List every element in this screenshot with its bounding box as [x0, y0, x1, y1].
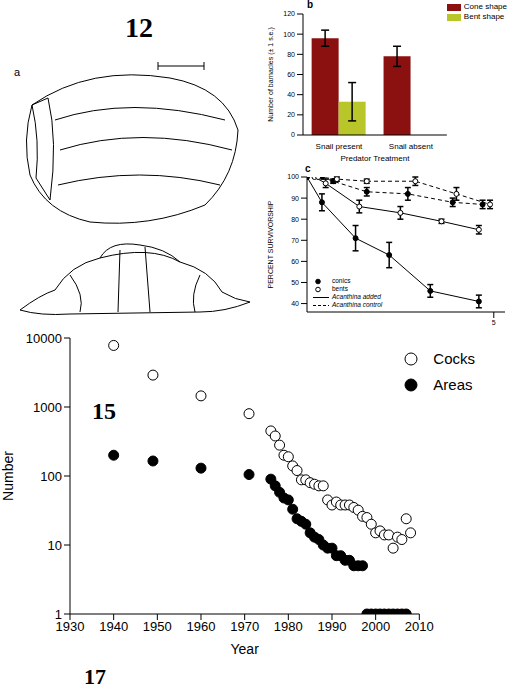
svg-text:10: 10: [48, 538, 62, 553]
svg-text:100: 100: [287, 173, 299, 180]
svg-text:80: 80: [287, 51, 295, 58]
html-text:c: c: [305, 163, 311, 174]
svg-text:1980: 1980: [274, 619, 303, 634]
svg-text:2010: 2010: [405, 619, 434, 634]
html-text:Acanthina control: Acanthina control: [332, 301, 383, 308]
svg-text:0: 0: [291, 131, 295, 138]
html-text:Bent shape: Bent shape: [463, 12, 505, 21]
svg-text:1: 1: [55, 607, 62, 622]
svg-text:Number of barnacles (± 1 s.e.): Number of barnacles (± 1 s.e.): [267, 27, 275, 122]
html-text:bents: bents: [332, 285, 348, 292]
html-text:a: a: [14, 66, 21, 78]
svg-text:80: 80: [291, 216, 299, 223]
svg-text:40: 40: [291, 300, 299, 307]
svg-text:2000: 2000: [361, 619, 390, 634]
svg-text:60: 60: [287, 71, 295, 78]
svg-text:Predator Treatment: Predator Treatment: [340, 154, 410, 163]
svg-text:1000: 1000: [33, 400, 62, 415]
html-text:15: 15: [92, 398, 116, 424]
svg-text:100: 100: [40, 469, 62, 484]
svg-text:Year: Year: [231, 641, 260, 657]
svg-text:Snail present: Snail present: [316, 142, 363, 151]
svg-text:40: 40: [287, 91, 295, 98]
svg-text:1940: 1940: [99, 619, 128, 634]
svg-text:10000: 10000: [26, 331, 62, 346]
html-text:conics: conics: [332, 277, 351, 284]
svg-text:50: 50: [291, 279, 299, 286]
svg-text:Snail absent: Snail absent: [389, 142, 434, 151]
svg-text:5: 5: [492, 319, 496, 326]
html-text:Acanthina added: Acanthina added: [332, 293, 381, 300]
svg-text:Number: Number: [0, 451, 16, 501]
svg-text:1970: 1970: [230, 619, 259, 634]
html-text:Cocks: Cocks: [433, 350, 475, 367]
svg-text:90: 90: [291, 195, 299, 202]
svg-text:120: 120: [283, 10, 295, 17]
svg-text:100: 100: [283, 31, 295, 38]
html-text:17: 17: [84, 664, 106, 689]
svg-text:70: 70: [291, 237, 299, 244]
html-text:Areas: Areas: [433, 376, 473, 393]
svg-text:20: 20: [287, 111, 295, 118]
svg-text:1950: 1950: [143, 619, 172, 634]
html-text:12: 12: [125, 12, 153, 43]
svg-text:1990: 1990: [318, 619, 347, 634]
svg-text:1960: 1960: [187, 619, 216, 634]
html-text:Cone shape: Cone shape: [463, 2, 507, 11]
svg-text:1930: 1930: [55, 619, 85, 635]
html-text:b: b: [307, 0, 314, 10]
svg-text:PERCENT SURVIVORSHIP: PERCENT SURVIVORSHIP: [267, 200, 274, 288]
svg-text:60: 60: [291, 258, 299, 265]
